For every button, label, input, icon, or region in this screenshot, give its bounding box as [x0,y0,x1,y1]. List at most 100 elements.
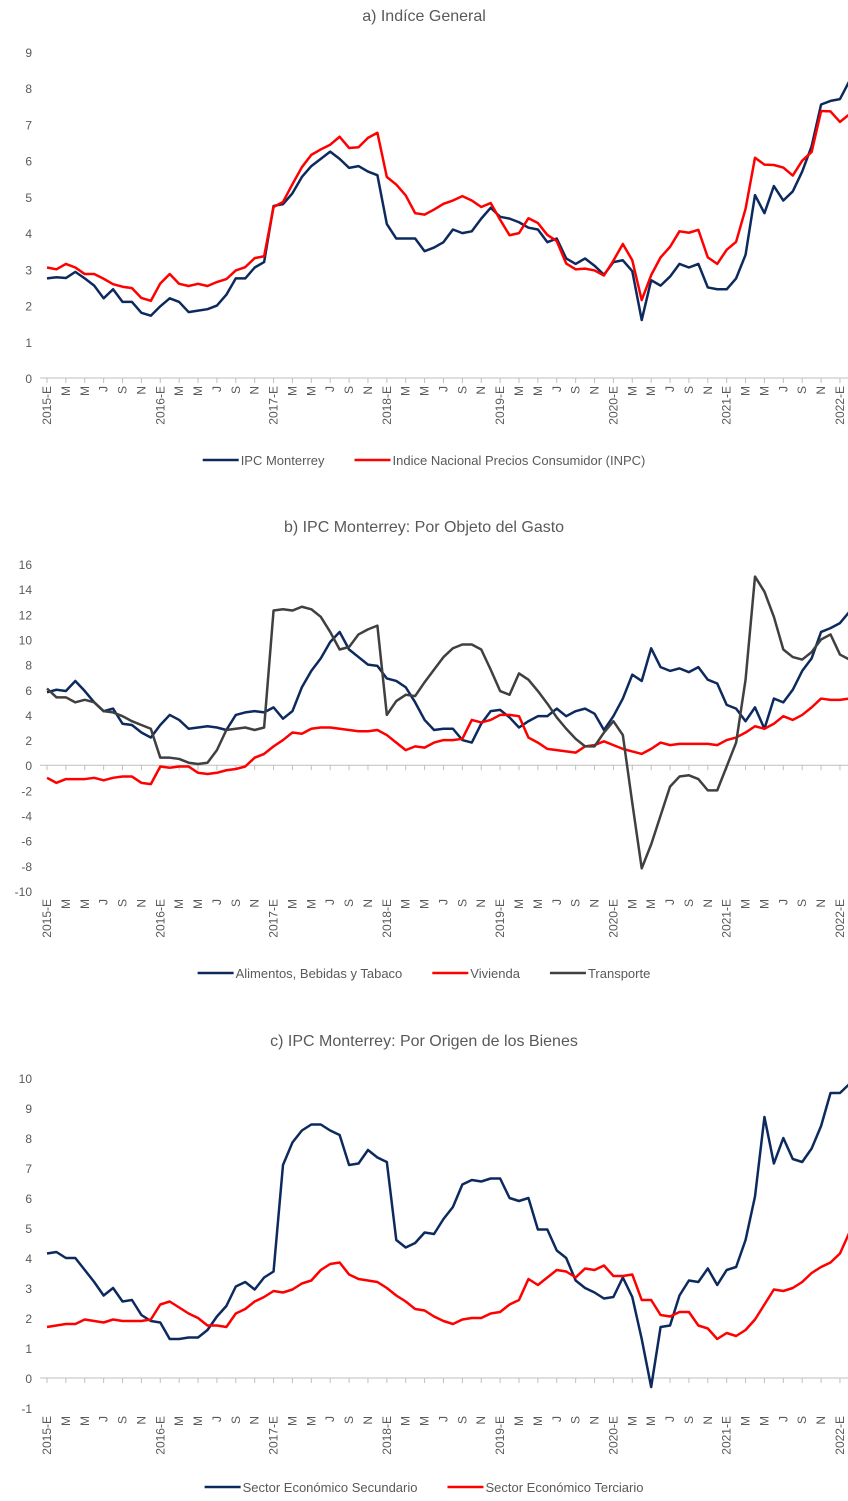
y-tick-label: 8 [25,82,32,96]
x-tick-label: S [342,1416,356,1424]
x-tick-label: N [134,899,148,908]
series-line [46,575,848,870]
x-tick-label: M [644,1416,658,1426]
x-tick-label: M [78,386,92,396]
x-tick-label: S [569,1416,583,1424]
x-tick-label: J [436,899,450,905]
y-tick-label: 10 [19,633,33,647]
x-tick-label: M [644,899,658,909]
x-tick-label: S [455,899,469,907]
legend-label: Alimentos, Bebidas y Tabaco [236,966,403,981]
y-tick-label: 10 [19,1072,33,1086]
x-tick-label: S [795,899,809,907]
series-line [46,1083,848,1389]
y-tick-label: 16 [19,558,33,572]
x-tick-label: M [172,899,186,909]
x-tick-label: S [342,386,356,394]
x-tick-label: 2018-E [380,899,394,938]
legend: Sector Económico Secundario Sector Económ… [204,1480,643,1495]
x-tick-label: M [304,1416,318,1426]
x-tick-label: N [134,386,148,395]
y-tick-label: 2 [25,734,32,748]
chart-title: c) IPC Monterrey: Por Origen de los Bien… [270,1033,578,1050]
y-tick-label: 9 [25,1102,32,1116]
x-tick-label: 2015-E [40,1416,54,1455]
x-tick-label: S [116,899,130,907]
legend-label: Vivienda [470,966,520,981]
chart-title: b) IPC Monterrey: Por Objeto del Gasto [284,519,564,536]
y-tick-label: 4 [25,1252,32,1266]
x-tick-label: 2020-E [606,1416,620,1455]
chart: c) IPC Monterrey: Por Origen de los Bien… [19,1033,848,1495]
x-tick-label: J [97,899,111,905]
x-tick-label: N [588,1416,602,1425]
x-tick-label: 2021-E [720,899,734,938]
x-tick-label: S [569,899,583,907]
y-tick-label: 0 [25,372,32,386]
chart-title: a) Indíce General [362,8,486,25]
x-tick-label: M [512,899,526,909]
x-tick-label: 2017-E [267,1416,281,1455]
y-tick-label: 7 [25,118,32,132]
x-tick-label: M [191,1416,205,1426]
x-tick-label: J [210,386,224,392]
y-tick-label: 2 [25,300,32,314]
x-tick-label: 2016-E [153,899,167,938]
x-tick-label: M [399,386,413,396]
x-tick-label: M [757,1416,771,1426]
y-tick-label: 7 [25,1162,32,1176]
x-tick-label: M [59,1416,73,1426]
x-tick-label: N [814,899,828,908]
y-tick-label: -10 [15,885,33,899]
x-tick-label: 2016-E [153,1416,167,1455]
x-tick-label: M [285,386,299,396]
x-tick-label: M [512,1416,526,1426]
x-tick-label: N [588,899,602,908]
x-tick-label: S [229,1416,243,1424]
x-tick-label: 2016-E [153,386,167,425]
y-tick-label: 3 [25,1282,32,1296]
x-tick-label: S [455,386,469,394]
x-tick-label: M [304,899,318,909]
x-tick-label: N [701,386,715,395]
y-tick-label: 4 [25,227,32,241]
x-tick-label: J [776,899,790,905]
x-tick-label: J [776,1416,790,1422]
x-tick-label: M [531,386,545,396]
x-tick-label: M [172,386,186,396]
x-tick-label: M [399,899,413,909]
x-tick-label: S [795,1416,809,1424]
x-tick-label: S [682,1416,696,1424]
y-tick-label: 6 [25,1192,32,1206]
x-tick-label: N [248,386,262,395]
x-tick-label: M [531,899,545,909]
x-tick-label: M [191,899,205,909]
x-tick-label: J [323,386,337,392]
x-tick-label: 2019-E [493,386,507,425]
x-tick-label: M [757,899,771,909]
y-tick-label: 1 [25,336,32,350]
x-tick-label: N [361,1416,375,1425]
x-tick-label: M [59,386,73,396]
y-tick-label: 2 [25,1312,32,1326]
y-tick-label: 5 [25,1222,32,1236]
x-tick-label: M [739,386,753,396]
x-tick-label: N [134,1416,148,1425]
x-tick-label: M [418,1416,432,1426]
x-tick-label: J [323,1416,337,1422]
y-tick-label: -2 [21,784,32,798]
x-tick-label: M [625,386,639,396]
x-tick-label: 2021-E [720,1416,734,1455]
x-tick-label: N [701,899,715,908]
x-tick-label: S [229,899,243,907]
x-tick-label: M [304,386,318,396]
x-tick-label: N [361,899,375,908]
x-tick-label: J [663,1416,677,1422]
x-tick-label: S [455,1416,469,1424]
x-tick-label: S [342,899,356,907]
x-tick-label: S [682,899,696,907]
x-tick-label: J [550,899,564,905]
y-tick-label: 14 [19,583,33,597]
x-tick-label: N [701,1416,715,1425]
